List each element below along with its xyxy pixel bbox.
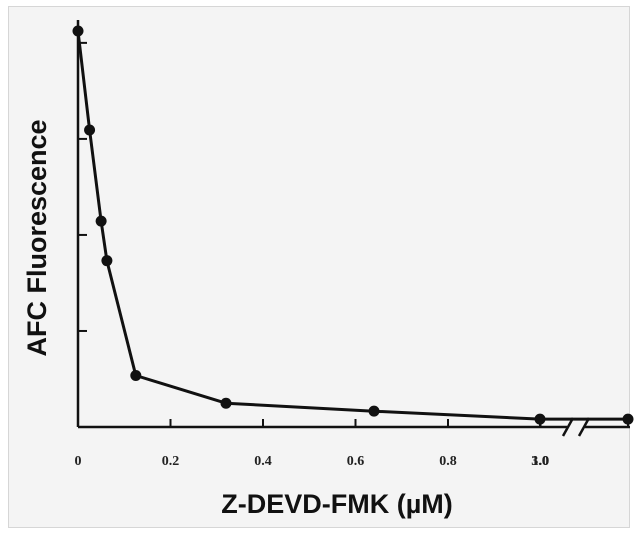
data-point [622,413,634,425]
series-layer [72,25,634,425]
data-point [368,405,380,417]
axes [76,20,630,437]
data-point [130,370,142,382]
x-tick-label: 0.4 [254,454,272,469]
data-point [95,215,107,227]
x-tick-label: 0 [75,454,82,469]
data-point [220,397,232,409]
data-point [72,25,84,37]
x-tick-label: 0.2 [162,454,180,469]
y-axis-label: AFC Fluorescence [22,119,52,356]
x-tick-label: 1.0 [532,454,550,469]
plot-background [8,6,630,528]
x-tick-label: 3.0 [531,454,549,469]
data-point [534,413,546,425]
data-point [101,255,113,267]
series-line [76,30,628,421]
x-tick-label: 0.8 [439,454,457,469]
ticks: 0 0.2 0.4 0.6 0.8 1.03.0 [75,41,629,469]
axis-break-mark [577,417,591,437]
data-point [84,124,96,136]
axis-break-mark [561,417,575,437]
x-tick-label: 0.6 [347,454,365,469]
x-axis-label: Z-DEVD-FMK (µM) [221,489,453,519]
